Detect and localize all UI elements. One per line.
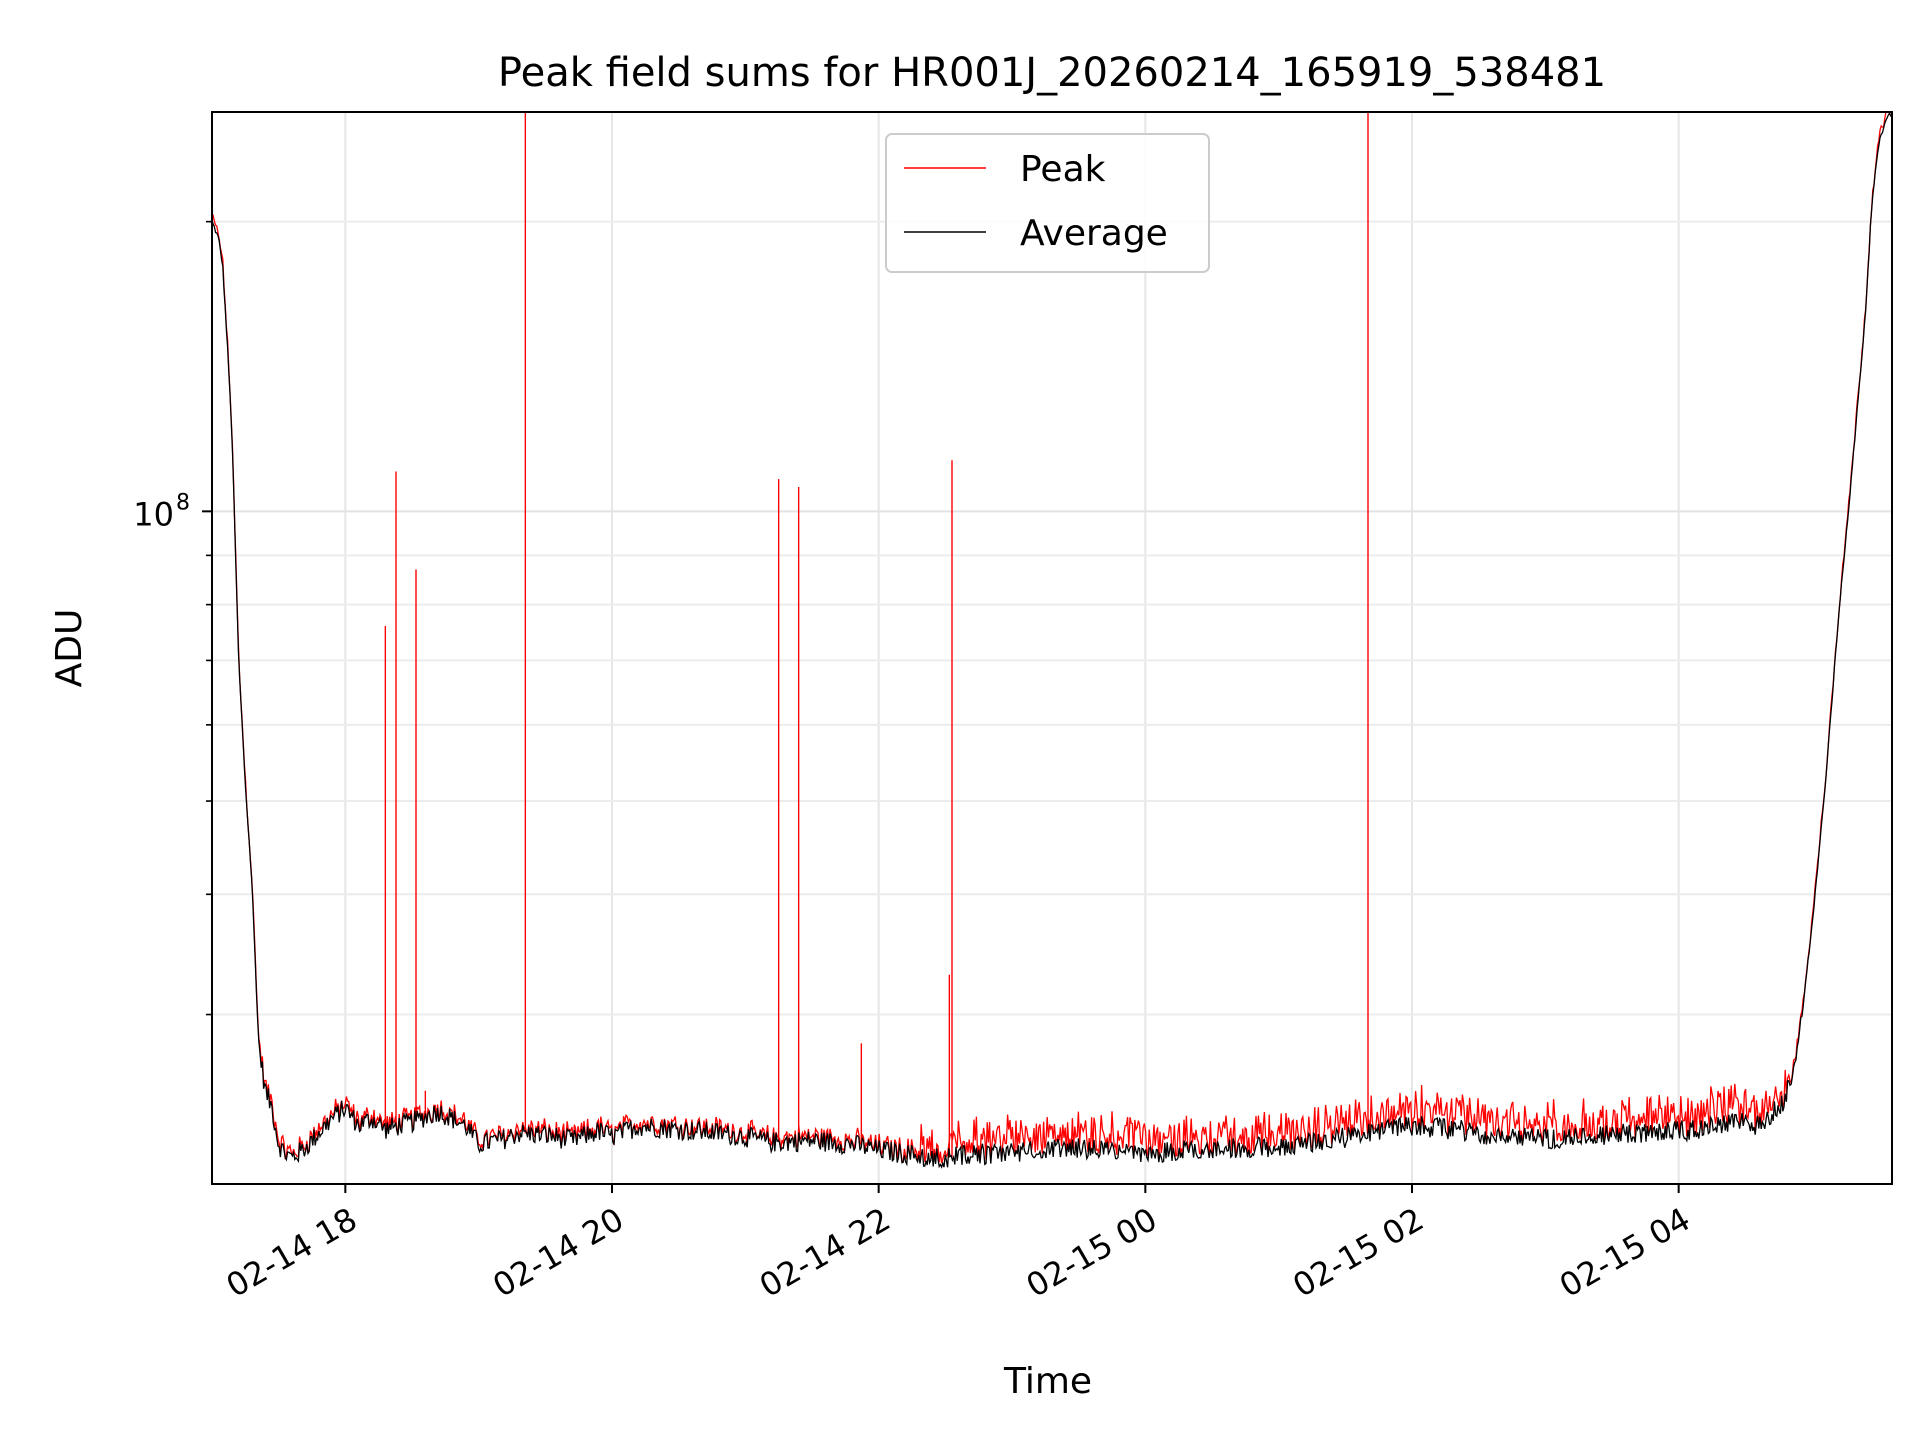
legend-peak-label: Peak xyxy=(1020,149,1106,190)
y-axis-label: ADU xyxy=(49,609,90,688)
legend: Peak Average xyxy=(885,133,1210,273)
plot-frame xyxy=(211,111,1893,1185)
chart-title: Peak field sums for HR001J_20260214_1659… xyxy=(498,50,1606,96)
average-series-line xyxy=(212,112,1892,1169)
plot-area xyxy=(212,112,1892,1169)
peak-series-line xyxy=(212,112,1892,1164)
legend-average-label: Average xyxy=(1020,213,1168,254)
series-group xyxy=(212,112,1892,1169)
y-tick-label-exponent: 8 xyxy=(176,490,190,515)
x-axis-label: Time xyxy=(1003,1361,1092,1402)
y-tick-label-base: 10 xyxy=(133,495,174,533)
